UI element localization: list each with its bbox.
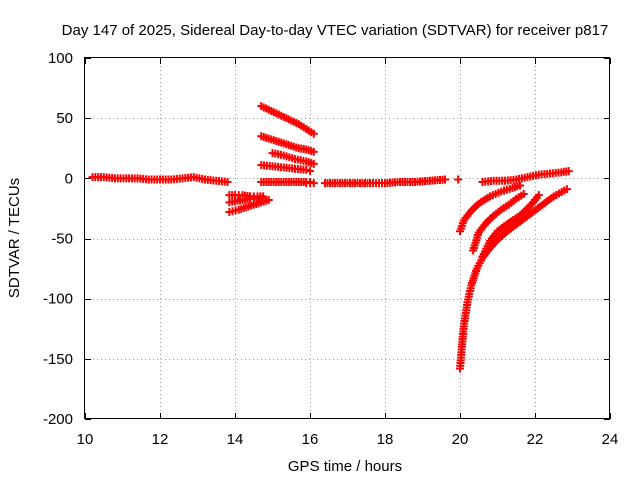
data-point bbox=[454, 175, 463, 184]
y-tick-label: 50 bbox=[56, 110, 73, 127]
chart-title: Day 147 of 2025, Sidereal Day-to-day VTE… bbox=[62, 22, 609, 39]
series-flat-early bbox=[88, 173, 232, 186]
y-tick-label: -200 bbox=[43, 411, 73, 428]
x-tick-label: 10 bbox=[77, 431, 94, 448]
series-gap-14-c bbox=[225, 195, 273, 217]
data-point bbox=[264, 195, 273, 204]
data-point bbox=[223, 177, 232, 186]
x-tick-label: 24 bbox=[602, 431, 619, 448]
series-flat-15 bbox=[257, 177, 314, 186]
data-point bbox=[309, 159, 318, 168]
series-flat-16 bbox=[302, 179, 318, 188]
series-rise-a bbox=[456, 181, 524, 236]
data-point bbox=[441, 175, 449, 184]
series-rise-b bbox=[469, 189, 528, 255]
data-point bbox=[306, 167, 314, 176]
y-tick-label: 0 bbox=[65, 170, 73, 187]
series-arc-20 bbox=[268, 149, 318, 168]
series-arc-35 bbox=[257, 132, 318, 156]
series-dive bbox=[456, 185, 571, 373]
data-point bbox=[309, 179, 318, 188]
grid bbox=[85, 58, 610, 419]
data-point bbox=[302, 165, 311, 174]
x-tick-label: 16 bbox=[302, 431, 319, 448]
x-tick-label: 22 bbox=[527, 431, 544, 448]
y-tick-label: -100 bbox=[43, 291, 73, 308]
axis-ticks bbox=[85, 58, 611, 420]
series-arc-10 bbox=[257, 161, 314, 176]
x-tick-label: 14 bbox=[227, 431, 244, 448]
y-axis-label: SDTVAR / TECUs bbox=[6, 178, 23, 298]
series-arc-60 bbox=[257, 102, 318, 138]
series-flat-mid bbox=[321, 175, 449, 188]
series-flat-late bbox=[478, 167, 573, 186]
y-tick-label: -150 bbox=[43, 351, 73, 368]
data-point bbox=[562, 185, 571, 194]
y-tick-label: 100 bbox=[48, 50, 73, 67]
x-tick-label: 20 bbox=[452, 431, 469, 448]
x-axis-label: GPS time / hours bbox=[288, 458, 402, 475]
data-point bbox=[309, 129, 318, 138]
x-tick-labels: 10 12 14 16 18 20 22 24 bbox=[77, 431, 619, 448]
x-tick-label: 12 bbox=[152, 431, 169, 448]
x-tick-label: 18 bbox=[377, 431, 394, 448]
y-tick-labels: -200 -150 -100 -50 0 50 100 bbox=[43, 50, 73, 428]
data-points bbox=[88, 102, 573, 373]
y-tick-label: -50 bbox=[51, 231, 73, 248]
series-lone-20 bbox=[454, 175, 463, 184]
data-point bbox=[534, 191, 543, 200]
data-point bbox=[519, 189, 528, 198]
data-point bbox=[309, 147, 318, 156]
plot-frame bbox=[84, 57, 610, 419]
data-point bbox=[564, 167, 573, 176]
